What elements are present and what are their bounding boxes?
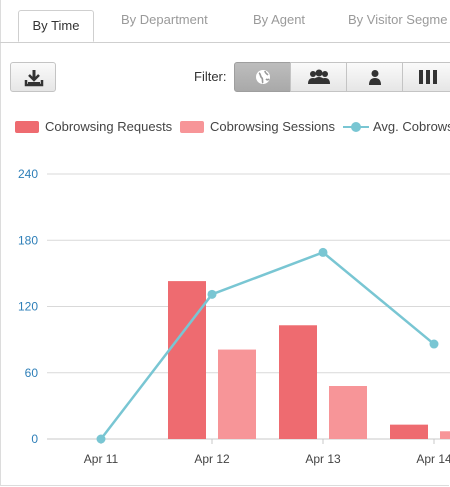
bar-cobrowsing-sessions-apr-13 xyxy=(329,386,367,439)
download-button[interactable] xyxy=(10,62,56,92)
download-icon xyxy=(24,70,44,87)
tab-bar: By Time By Department By Agent By Visito… xyxy=(0,0,450,43)
legend-swatch-requests xyxy=(15,121,39,133)
combo-chart: 0 60 120 180 240 Apr 11 Apr 12 Apr 13 Apr 14 xyxy=(18,167,450,466)
avg-point-apr-13 xyxy=(318,247,328,257)
legend-label-requests: Cobrowsing Requests xyxy=(45,119,173,134)
globe-icon xyxy=(255,70,270,84)
legend-label-sessions: Cobrowsing Sessions xyxy=(210,119,336,134)
legend-label-avg: Avg. Cobrows xyxy=(373,119,450,134)
legend-swatch-sessions xyxy=(180,121,204,133)
avg-line xyxy=(100,250,435,440)
legend-swatch-avg xyxy=(343,122,369,132)
tab-by-visitor-segment[interactable]: By Visitor Segme xyxy=(348,12,448,27)
bar-cobrowsing-requests-apr-13 xyxy=(279,325,317,439)
y-tick-label: 120 xyxy=(18,300,38,314)
bar-cobrowsing-sessions-apr-14 xyxy=(440,431,450,439)
filter-groups-button[interactable] xyxy=(290,62,347,92)
person-icon xyxy=(368,70,381,85)
filter-columns-button[interactable] xyxy=(402,62,450,92)
filter-individual-button[interactable] xyxy=(346,62,403,92)
avg-point-apr-12 xyxy=(207,289,217,299)
y-tick-label: 180 xyxy=(18,233,38,247)
avg-point-apr-14 xyxy=(429,339,439,349)
group-icon xyxy=(307,69,330,84)
x-tick-label: Apr 11 xyxy=(84,452,119,466)
bar-cobrowsing-requests-apr-14 xyxy=(390,424,428,439)
filter-all-button[interactable] xyxy=(234,62,291,92)
tab-by-time[interactable]: By Time xyxy=(18,10,94,42)
y-tick-label: 240 xyxy=(18,167,38,181)
tab-by-agent[interactable]: By Agent xyxy=(253,12,306,27)
bar-cobrowsing-sessions-apr-12 xyxy=(218,349,256,439)
x-tick-label: Apr 12 xyxy=(194,452,230,466)
tab-by-department[interactable]: By Department xyxy=(121,12,208,27)
bar-cobrowsing-requests-apr-12 xyxy=(168,281,206,439)
x-tick-label: Apr 14 xyxy=(416,452,450,466)
avg-point-apr-11 xyxy=(96,434,106,444)
columns-icon xyxy=(418,70,437,84)
y-tick-label: 0 xyxy=(31,432,38,446)
filter-label: Filter: xyxy=(194,69,227,84)
y-tick-label: 60 xyxy=(25,366,39,380)
x-tick-label: Apr 13 xyxy=(305,452,341,466)
